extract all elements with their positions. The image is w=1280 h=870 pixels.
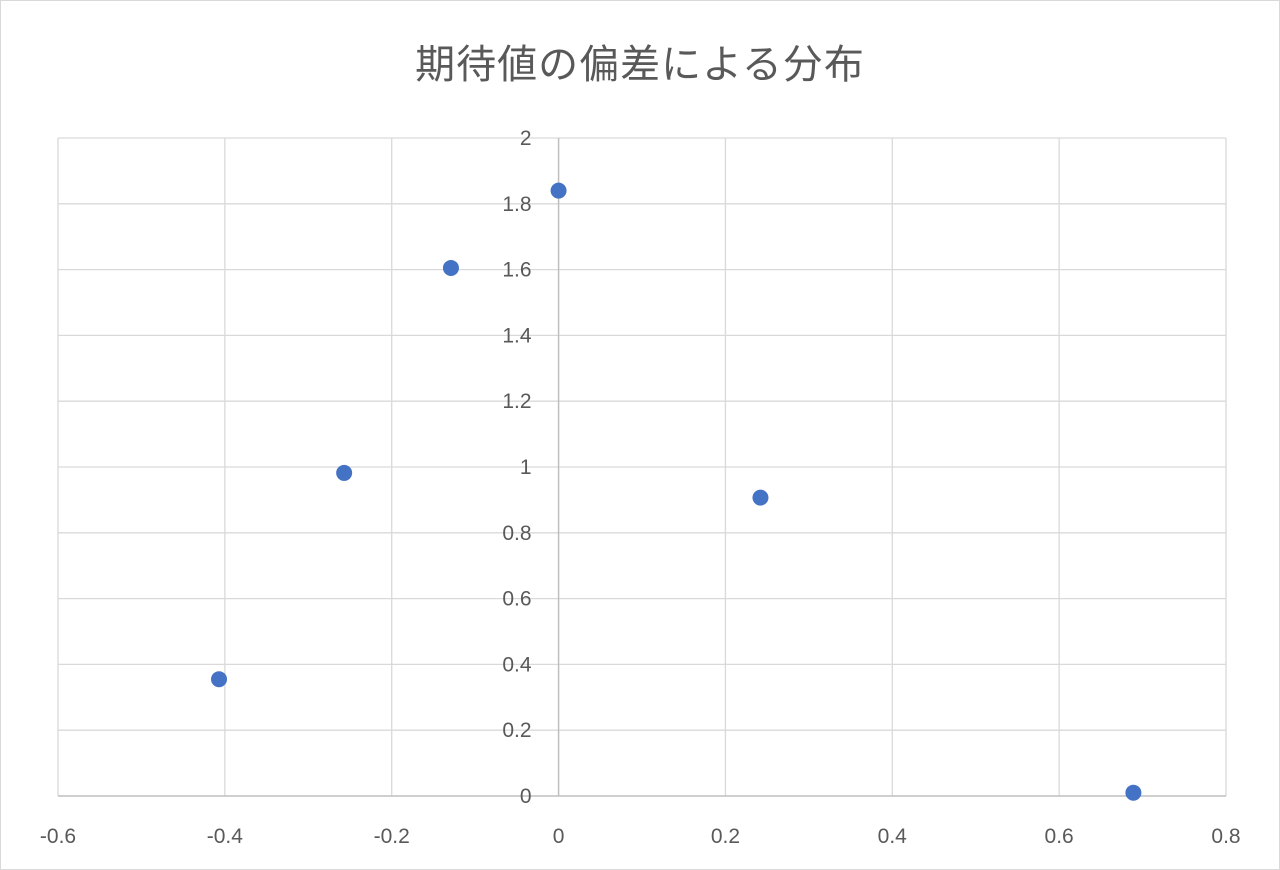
- x-tick-label: -0.6: [40, 825, 76, 848]
- axes: [58, 138, 1226, 797]
- x-tick-label: -0.2: [374, 825, 410, 848]
- x-tick-label: 0.2: [711, 825, 740, 848]
- x-tick-label: 0.8: [1211, 825, 1240, 848]
- y-tick-label: 1.8: [502, 193, 531, 216]
- x-tick-label: 0.6: [1045, 825, 1074, 848]
- x-tick-label: -0.4: [207, 825, 244, 848]
- data-point: [550, 182, 567, 199]
- y-tick-label: 1: [520, 456, 532, 479]
- y-tick-label: 0: [520, 785, 532, 808]
- y-tick-label: 1.6: [502, 259, 531, 282]
- y-tick-label: 0.4: [502, 653, 532, 676]
- chart-title: 期待値の偏差による分布: [415, 42, 865, 88]
- y-tick-label: 1.2: [502, 390, 531, 413]
- y-tick-label: 0.8: [502, 522, 531, 545]
- y-tick-label: 2: [520, 127, 532, 150]
- y-tick-label: 0.6: [502, 588, 531, 611]
- x-tick-label: 0: [553, 825, 565, 848]
- data-point: [211, 671, 228, 688]
- data-points: [211, 182, 1142, 801]
- x-axis-ticks: -0.6 -0.4 -0.2 0 0.2 0.4 0.6 0.8: [40, 825, 1241, 848]
- gridlines: [57, 137, 1227, 796]
- y-axis-ticks: 0 0.2 0.4 0.6 0.8 1 1.2 1.4 1.6 1.8 2: [502, 127, 532, 808]
- y-tick-label: 0.2: [502, 719, 531, 742]
- data-point: [336, 464, 353, 481]
- x-tick-label: 0.4: [878, 825, 908, 848]
- data-point: [442, 259, 459, 276]
- data-point: [1125, 784, 1142, 801]
- data-point: [752, 489, 769, 506]
- y-tick-label: 1.4: [502, 324, 532, 347]
